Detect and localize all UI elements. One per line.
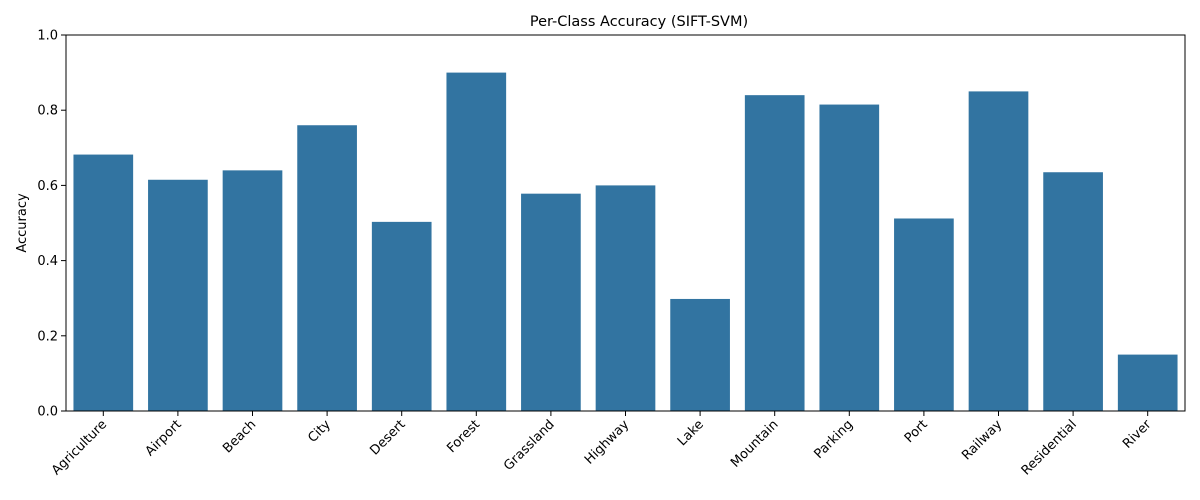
bar-residential [1043,172,1103,411]
bar-agriculture [73,154,134,411]
plot-frame [65,34,1186,412]
x-tick-label: Highway [582,417,633,468]
y-axis-label: Accuracy [15,193,30,253]
bar-city [297,125,357,412]
y-tick-label: 1.0 [37,29,58,44]
y-tick-label: 0.2 [37,329,58,344]
bars-group [73,72,1178,412]
bar-grassland [521,193,581,411]
x-tick-label: River [1120,417,1155,452]
y-tick-label: 0.8 [37,104,58,119]
x-tick-label: Forest [444,417,483,456]
x-axis: Agriculture Airport Beach City Desert Forest G… [49,411,1155,478]
bar-desert [371,221,432,411]
y-tick-label: 0.4 [37,254,58,269]
x-tick-label: Beach [220,417,259,456]
x-tick-label: Lake [675,417,707,449]
x-tick-label: Mountain [728,417,781,470]
chart-title: Per-Class Accuracy (SIFT-SVM) [530,14,748,30]
y-tick-label: 0.0 [37,405,58,420]
x-tick-label: Airport [143,417,185,459]
bar-port [894,218,954,411]
x-tick-label: Residential [1019,417,1080,478]
bar-highway [595,185,656,411]
bar-railway [968,91,1029,412]
x-tick-label: City [305,417,334,446]
bar-airport [148,179,208,411]
bar-mountain [744,95,805,411]
y-axis: 0.0 0.2 0.4 0.6 0.8 1.0 [37,29,66,420]
y-tick-label: 0.6 [37,179,58,194]
x-tick-label: Parking [811,417,856,462]
x-tick-label: Railway [959,417,1005,463]
bar-parking [819,104,880,411]
x-tick-label: Port [902,417,931,446]
bar-forest [446,72,507,411]
x-tick-label: Desert [367,417,408,458]
bar-lake [670,298,730,411]
x-tick-label: Grassland [501,417,558,474]
bar-beach [222,170,283,411]
x-tick-label: Agriculture [49,417,110,478]
bar-river [1117,354,1178,411]
